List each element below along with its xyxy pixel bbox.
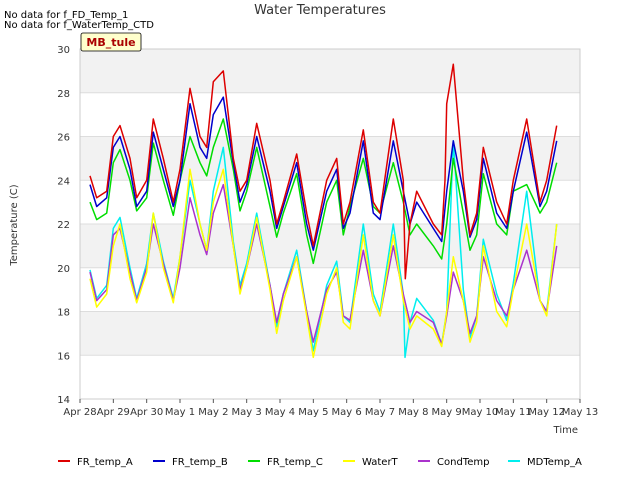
- y-tick-label: 30: [57, 45, 70, 56]
- series-line-fr-temp-c: [89, 118, 558, 265]
- no-data-note-1: No data for f_FD_Temp_1: [4, 10, 128, 21]
- y-tick-label: 16: [57, 351, 70, 362]
- no-data-note-2: No data for f_WaterTemp_CTD: [4, 20, 154, 31]
- plot-frame: [79, 48, 581, 400]
- y-tick-label: 26: [57, 133, 70, 144]
- x-tick-label: May 13: [562, 407, 599, 418]
- plot-band: [80, 49, 580, 93]
- plot-band: [80, 355, 580, 399]
- legend-item-condtemp: CondTemp: [418, 457, 489, 468]
- x-axis-label: Time: [553, 425, 578, 436]
- y-tick-label: 24: [57, 176, 70, 187]
- x-tick-label: Apr 28: [63, 407, 96, 418]
- legend-item-fr-temp-b: FR_temp_B: [153, 457, 228, 468]
- y-axis-label: Temperature (C): [9, 184, 20, 266]
- site-badge: MB_tule: [80, 32, 142, 52]
- plot-band: [80, 311, 580, 356]
- y-axis-ticks: 14 16 18 20 22 24 26 28 30: [57, 45, 70, 406]
- x-tick-label: May 9: [432, 407, 462, 418]
- x-tick-label: May 6: [332, 407, 362, 418]
- legend-item-mdtemp-a: MDTemp_A: [508, 457, 582, 468]
- site-badge-label: MB_tule: [86, 36, 135, 49]
- x-tick-label: May 12: [528, 407, 565, 418]
- plot-band: [80, 267, 580, 312]
- x-tick-label: May 4: [265, 407, 295, 418]
- plot-background-bands: [80, 49, 580, 399]
- x-tick-label: May 5: [298, 407, 328, 418]
- legend-item-fr-temp-c: FR_temp_C: [248, 457, 323, 468]
- legend-label: MDTemp_A: [527, 457, 582, 468]
- site-badge-box: [80, 32, 142, 52]
- y-tick-label: 20: [57, 264, 70, 275]
- legend: FR_temp_A FR_temp_B FR_temp_C WaterT CondTem…: [58, 457, 582, 468]
- legend-label: CondTemp: [437, 457, 489, 468]
- series-lines: [89, 63, 558, 359]
- y-tick-label: 14: [57, 395, 70, 406]
- x-axis-ticks: Apr 28 Apr 29 Apr 30 May 1 May 2 May 3 May 4 Ma…: [63, 399, 598, 418]
- legend-item-watert: WaterT: [343, 457, 399, 468]
- x-tick-label: May 2: [198, 407, 228, 418]
- legend-label: FR_temp_A: [77, 457, 133, 468]
- x-tick-label: May 8: [398, 407, 428, 418]
- y-tick-label: 22: [57, 220, 70, 231]
- legend-label: WaterT: [362, 457, 399, 468]
- series-line-fr-temp-b: [89, 96, 558, 251]
- x-tick-label: May 7: [365, 407, 395, 418]
- chart-title: Water Temperatures: [254, 3, 386, 18]
- x-tick-label: Apr 30: [130, 407, 163, 418]
- x-tick-label: May 10: [462, 407, 499, 418]
- plot-band: [80, 92, 580, 137]
- x-tick-label: Apr 29: [97, 407, 130, 418]
- y-tick-label: 28: [57, 89, 70, 100]
- x-tick-label: May 11: [495, 407, 532, 418]
- x-tick-label: May 1: [165, 407, 195, 418]
- series-line-watert: [89, 168, 558, 359]
- x-tick-label: May 3: [232, 407, 262, 418]
- plot-band: [80, 180, 580, 224]
- series-line-fr-temp-a: [89, 63, 558, 280]
- y-tick-label: 18: [57, 308, 70, 319]
- legend-label: FR_temp_C: [267, 457, 323, 468]
- legend-item-fr-temp-a: FR_temp_A: [58, 457, 133, 468]
- legend-label: FR_temp_B: [172, 457, 228, 468]
